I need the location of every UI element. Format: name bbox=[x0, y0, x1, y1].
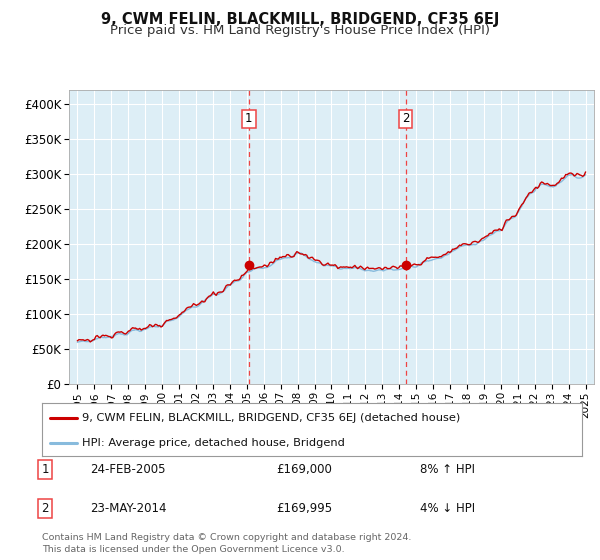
Text: 24-FEB-2005: 24-FEB-2005 bbox=[90, 463, 166, 476]
Text: 2: 2 bbox=[402, 113, 409, 125]
Text: 1: 1 bbox=[41, 463, 49, 476]
Text: £169,995: £169,995 bbox=[276, 502, 332, 515]
Text: 1: 1 bbox=[245, 113, 253, 125]
Text: Contains HM Land Registry data © Crown copyright and database right 2024.
This d: Contains HM Land Registry data © Crown c… bbox=[42, 533, 412, 554]
Text: 2: 2 bbox=[41, 502, 49, 515]
Text: 8% ↑ HPI: 8% ↑ HPI bbox=[420, 463, 475, 476]
Text: Price paid vs. HM Land Registry's House Price Index (HPI): Price paid vs. HM Land Registry's House … bbox=[110, 24, 490, 36]
Text: 4% ↓ HPI: 4% ↓ HPI bbox=[420, 502, 475, 515]
Text: 9, CWM FELIN, BLACKMILL, BRIDGEND, CF35 6EJ (detached house): 9, CWM FELIN, BLACKMILL, BRIDGEND, CF35 … bbox=[83, 413, 461, 423]
Text: 9, CWM FELIN, BLACKMILL, BRIDGEND, CF35 6EJ: 9, CWM FELIN, BLACKMILL, BRIDGEND, CF35 … bbox=[101, 12, 499, 27]
Text: £169,000: £169,000 bbox=[276, 463, 332, 476]
Text: 23-MAY-2014: 23-MAY-2014 bbox=[90, 502, 167, 515]
Text: HPI: Average price, detached house, Bridgend: HPI: Average price, detached house, Brid… bbox=[83, 438, 346, 448]
